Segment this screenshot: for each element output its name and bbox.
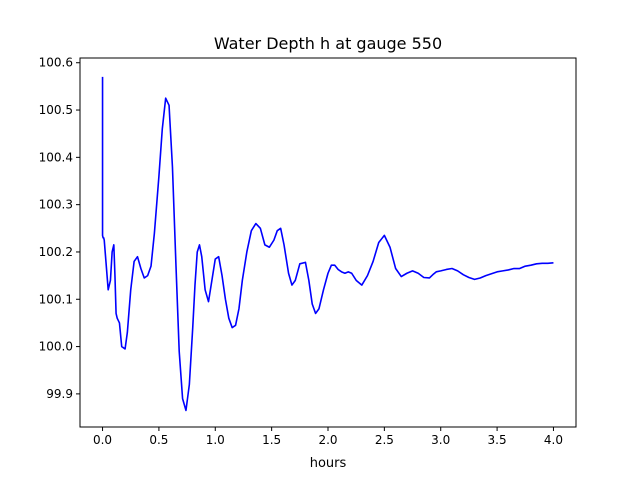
x-tick-label: 0.0 bbox=[93, 433, 112, 447]
plot-area: 0.0 0.5 1.0 1.5 2.0 2.5 3.0 3.5 4.0 99.9 100.0 100.… bbox=[39, 56, 577, 447]
y-tick-label: 100.6 bbox=[39, 56, 73, 70]
x-tick-label: 1.5 bbox=[262, 433, 281, 447]
y-tick-label: 100.3 bbox=[39, 198, 73, 212]
x-tick-label: 2.5 bbox=[375, 433, 394, 447]
x-tick-label: 3.5 bbox=[488, 433, 507, 447]
chart-title: Water Depth h at gauge 550 bbox=[214, 34, 442, 53]
y-tick-label: 100.1 bbox=[39, 292, 73, 306]
x-tick-label: 1.0 bbox=[206, 433, 225, 447]
series-line-0 bbox=[101, 76, 554, 412]
x-tick-label: 2.0 bbox=[318, 433, 337, 447]
x-tick-label: 3.0 bbox=[431, 433, 450, 447]
y-tick-label: 100.0 bbox=[39, 340, 73, 354]
x-tick-label: 0.5 bbox=[149, 433, 168, 447]
y-tick-label: 100.2 bbox=[39, 245, 73, 259]
y-tick-label: 100.4 bbox=[39, 150, 73, 164]
x-tick-label: 4.0 bbox=[544, 433, 563, 447]
y-tick-label: 99.9 bbox=[46, 387, 73, 401]
y-tick-label: 100.5 bbox=[39, 103, 73, 117]
x-axis-label: hours bbox=[310, 456, 347, 471]
